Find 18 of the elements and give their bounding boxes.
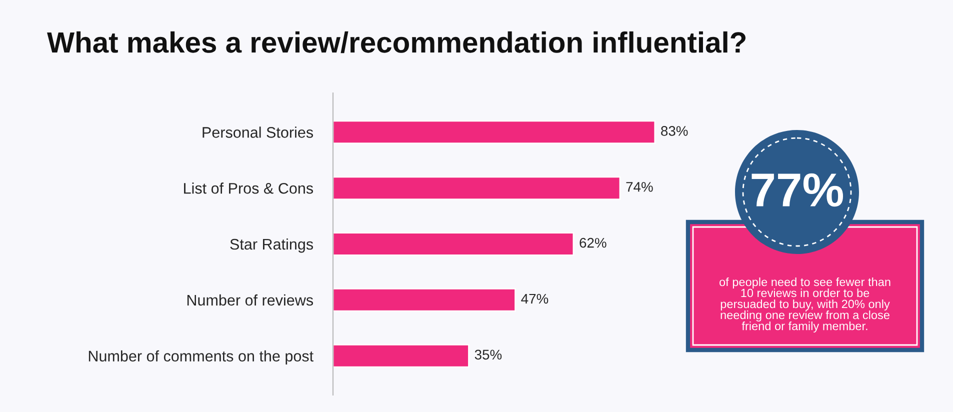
bar (333, 288, 516, 312)
y-tick-label: Personal Stories (202, 126, 314, 138)
y-tick-label: Number of comments on the post (88, 350, 314, 365)
chart-title: What makes a review/recommendation influential? (47, 31, 746, 54)
text: of people need to see fewer than 10 reviews in order to be persuaded to buy, with 20% only needing one review from a close friend or family member. (720, 277, 890, 333)
data-label: 47% (521, 294, 548, 304)
data-label: 35% (474, 350, 502, 360)
text: 77% (752, 173, 844, 207)
bar (333, 176, 621, 200)
data-label: 74% (626, 182, 653, 192)
y-tick-label: List of Pros & Cons (184, 182, 314, 194)
data-label: 62% (580, 238, 606, 248)
bar (333, 344, 470, 368)
data-label: 83% (661, 126, 688, 136)
y-tick-label: Star Ratings (230, 238, 314, 253)
y-tick-label: Number of reviews (187, 294, 314, 306)
bar (333, 232, 574, 256)
bar (333, 120, 656, 144)
